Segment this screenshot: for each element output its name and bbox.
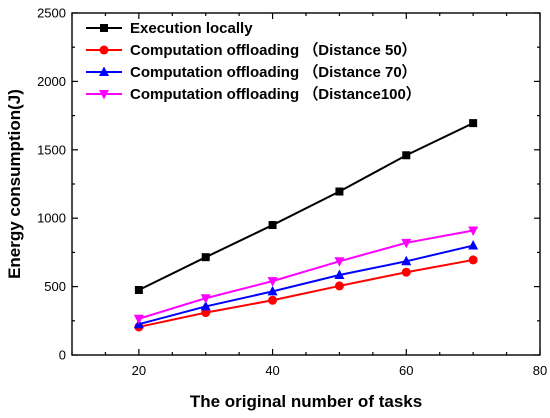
data-point-triangle-down <box>133 314 144 325</box>
data-point-square <box>134 286 143 295</box>
data-point-circle <box>401 267 411 277</box>
data-point-circle <box>99 45 109 55</box>
data-point-square <box>335 187 344 196</box>
data-point-triangle-up <box>334 269 345 279</box>
y-tick-label: 0 <box>59 348 66 363</box>
data-point-triangle-down <box>200 294 211 304</box>
data-point-triangle-up <box>468 240 479 250</box>
series-line <box>138 244 474 326</box>
legend-item: Computation offloading （Distance 50） <box>86 41 417 59</box>
legend: Execution locally Computation offloading … <box>86 20 421 103</box>
legend-label: Execution locally <box>130 20 253 37</box>
data-point-triangle-up <box>267 285 278 296</box>
y-axis-title: Energy consumption(J) <box>5 89 24 279</box>
legend-label: Computation offloading （Distance 50） <box>130 41 417 59</box>
x-tick-label: 20 <box>132 363 146 378</box>
series-line <box>138 229 474 320</box>
y-tick-label: 2000 <box>37 74 66 89</box>
data-point-triangle-down <box>334 257 345 267</box>
series-line <box>138 122 474 291</box>
y-tick-label: 500 <box>44 279 66 294</box>
series-line <box>138 258 474 328</box>
data-point-triangle-down <box>401 238 412 249</box>
x-tick-label: 80 <box>533 363 547 378</box>
axis-ticks: 20 40 60 80 0 500 1000 1500 2000 2500 <box>37 6 547 379</box>
data-point-triangle-down <box>468 226 479 237</box>
data-point-circle <box>468 255 478 265</box>
x-axis-title: The original number of tasks <box>190 392 422 411</box>
data-point-triangle-up <box>200 300 211 311</box>
data-point-triangle-down <box>267 277 278 287</box>
data-point-triangle-down <box>99 90 109 100</box>
x-tick-label: 60 <box>399 363 413 378</box>
data-point-square <box>402 151 411 160</box>
legend-item: Computation offloading （Distance100） <box>86 85 421 103</box>
x-tick-label: 40 <box>265 363 279 378</box>
y-tick-label: 2500 <box>37 6 66 21</box>
series-3 <box>133 240 479 329</box>
y-tick-label: 1000 <box>37 211 66 226</box>
series-1 <box>134 119 478 295</box>
data-point-triangle-up <box>99 66 109 76</box>
data-point-circle <box>334 281 344 291</box>
data-point-square <box>201 253 210 262</box>
data-point-square <box>469 119 478 128</box>
data-point-square <box>100 24 108 32</box>
legend-item: Computation offloading （Distance 70） <box>86 63 417 81</box>
data-point-square <box>268 221 277 230</box>
series-lines <box>133 119 479 332</box>
series-4 <box>133 226 479 325</box>
legend-label: Computation offloading （Distance100） <box>130 85 421 103</box>
data-point-circle <box>268 295 278 305</box>
legend-item: Execution locally <box>86 20 253 37</box>
plot-frame <box>71 12 541 356</box>
data-point-triangle-up <box>401 255 412 266</box>
legend-label: Computation offloading （Distance 70） <box>130 63 417 81</box>
y-tick-label: 1500 <box>37 142 66 157</box>
